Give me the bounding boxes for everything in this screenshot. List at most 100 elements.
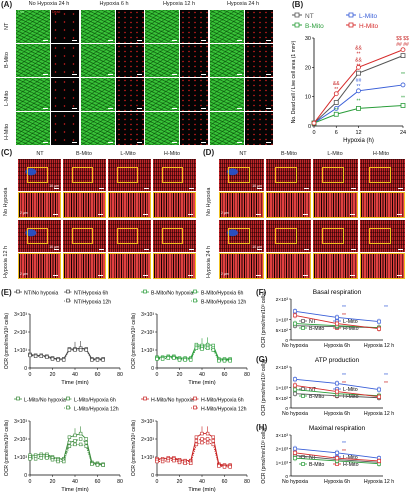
zoom-image (266, 253, 311, 279)
data-point (33, 457, 38, 461)
y-tick-label: 0 (308, 124, 311, 130)
panel-b-letter: (B) (292, 0, 304, 9)
dead-stain-image (245, 112, 273, 145)
zoom-image (313, 253, 358, 279)
x-axis-label: Time (min) (61, 487, 89, 493)
data-point (84, 437, 88, 441)
data-point (335, 456, 339, 461)
data-point (166, 458, 170, 463)
cardiomyocyte-image (153, 159, 196, 191)
panel-a-row-1: B-Mito (4, 52, 10, 68)
scale-bar (98, 214, 103, 215)
data-point (293, 313, 297, 318)
panel-c-row-1: Hypoxia 12 h (3, 245, 9, 278)
scale-bar (72, 40, 77, 41)
data-point (45, 456, 49, 460)
x-tick-label: 60 (222, 479, 228, 485)
data-point (67, 435, 72, 439)
data-point (33, 354, 38, 359)
legend-label: NT (305, 13, 314, 20)
x-tick-label: 0 (29, 372, 32, 378)
legend-marker (16, 396, 20, 401)
cardiomyocyte-image (63, 220, 106, 252)
scale-bar (397, 275, 402, 276)
significance-mark: ** (401, 72, 405, 78)
y-tick-label: 3×10³ (14, 312, 27, 318)
zoom-image (63, 192, 106, 218)
live-stain-image (81, 44, 115, 77)
significance-mark: && (355, 57, 362, 63)
data-point (62, 358, 66, 362)
data-point (356, 106, 361, 111)
significance-mark: ** (342, 381, 346, 387)
significance-mark: && (333, 81, 340, 87)
data-point (400, 82, 406, 88)
y-tick-label: 2×10³ (276, 297, 289, 303)
data-point (293, 383, 297, 388)
data-point (84, 444, 88, 448)
zoom-image (360, 192, 405, 218)
data-point (101, 358, 105, 362)
significance-mark: ** (357, 84, 361, 90)
y-tick-label: 0 (151, 473, 154, 479)
panel-d-row-0: No Hypoxia (206, 187, 212, 216)
scale-bar (98, 275, 103, 276)
scale-bar (172, 74, 177, 75)
scale-bar (43, 108, 48, 109)
live-stain-image (16, 44, 50, 77)
x-tick-label: 20 (50, 372, 56, 378)
data-point (194, 439, 199, 443)
legend-label: L-Mito (343, 455, 358, 461)
cardiomyocyte-image: 10 µm (18, 159, 61, 191)
legend-label: H-Mito/Hypoxia 12h (201, 407, 247, 413)
scale-bar (137, 74, 142, 75)
data-point (62, 459, 66, 464)
x-tick-label: 0 (29, 479, 32, 485)
zoom-image (18, 192, 61, 218)
data-point (217, 464, 221, 468)
data-point (160, 357, 165, 361)
cardiomyocyte-image: 10 µm (219, 159, 264, 191)
significance-mark: ** (384, 373, 388, 379)
scale-bar (351, 249, 356, 250)
scale-label-2um: 2 µm (20, 211, 28, 215)
scale-bar (350, 275, 355, 276)
zoom-region-box (26, 228, 48, 244)
x-tick-label: Hypoxia 6h (324, 343, 350, 349)
y-tick-label: 1×10³ (141, 455, 154, 461)
scale-label-2um: 2 µm (20, 272, 28, 276)
scale-bar (237, 142, 242, 143)
live-stain-image (16, 112, 50, 145)
panel-a-col-1: Hypoxia 6 h (99, 1, 129, 7)
panel-c-letter: (C) (1, 148, 13, 157)
legend-marker (348, 22, 354, 28)
live-stain-image (145, 112, 179, 145)
data-point (333, 111, 339, 117)
series-line (157, 345, 231, 361)
scale-bar (99, 249, 104, 250)
scale-bar (137, 142, 142, 143)
data-point (78, 348, 83, 352)
dead-stain-image (180, 10, 208, 43)
panel-e-letter: (E) (1, 288, 12, 297)
zoom-region-box (26, 167, 48, 183)
cardiomyocyte-image (360, 159, 405, 191)
live-stain-image (81, 78, 115, 111)
data-point (377, 326, 381, 331)
legend-marker (301, 319, 305, 323)
significance-mark: && (355, 46, 362, 52)
data-point (205, 437, 210, 441)
zoom-region-box (71, 228, 93, 244)
scale-bar (189, 188, 194, 189)
scale-bar (398, 249, 403, 250)
legend-marker (193, 289, 197, 294)
data-point (211, 348, 215, 352)
data-point (95, 358, 100, 362)
scale-bar (53, 275, 58, 276)
panel-d-col-3: H-Mito (372, 151, 390, 157)
y-tick-label: 0 (151, 366, 154, 372)
zoom-region-box (228, 228, 251, 244)
y-tick-label: 1×10³ (141, 348, 154, 354)
series-line (30, 433, 104, 465)
panel-a-row-2: L-Mito (4, 90, 10, 106)
